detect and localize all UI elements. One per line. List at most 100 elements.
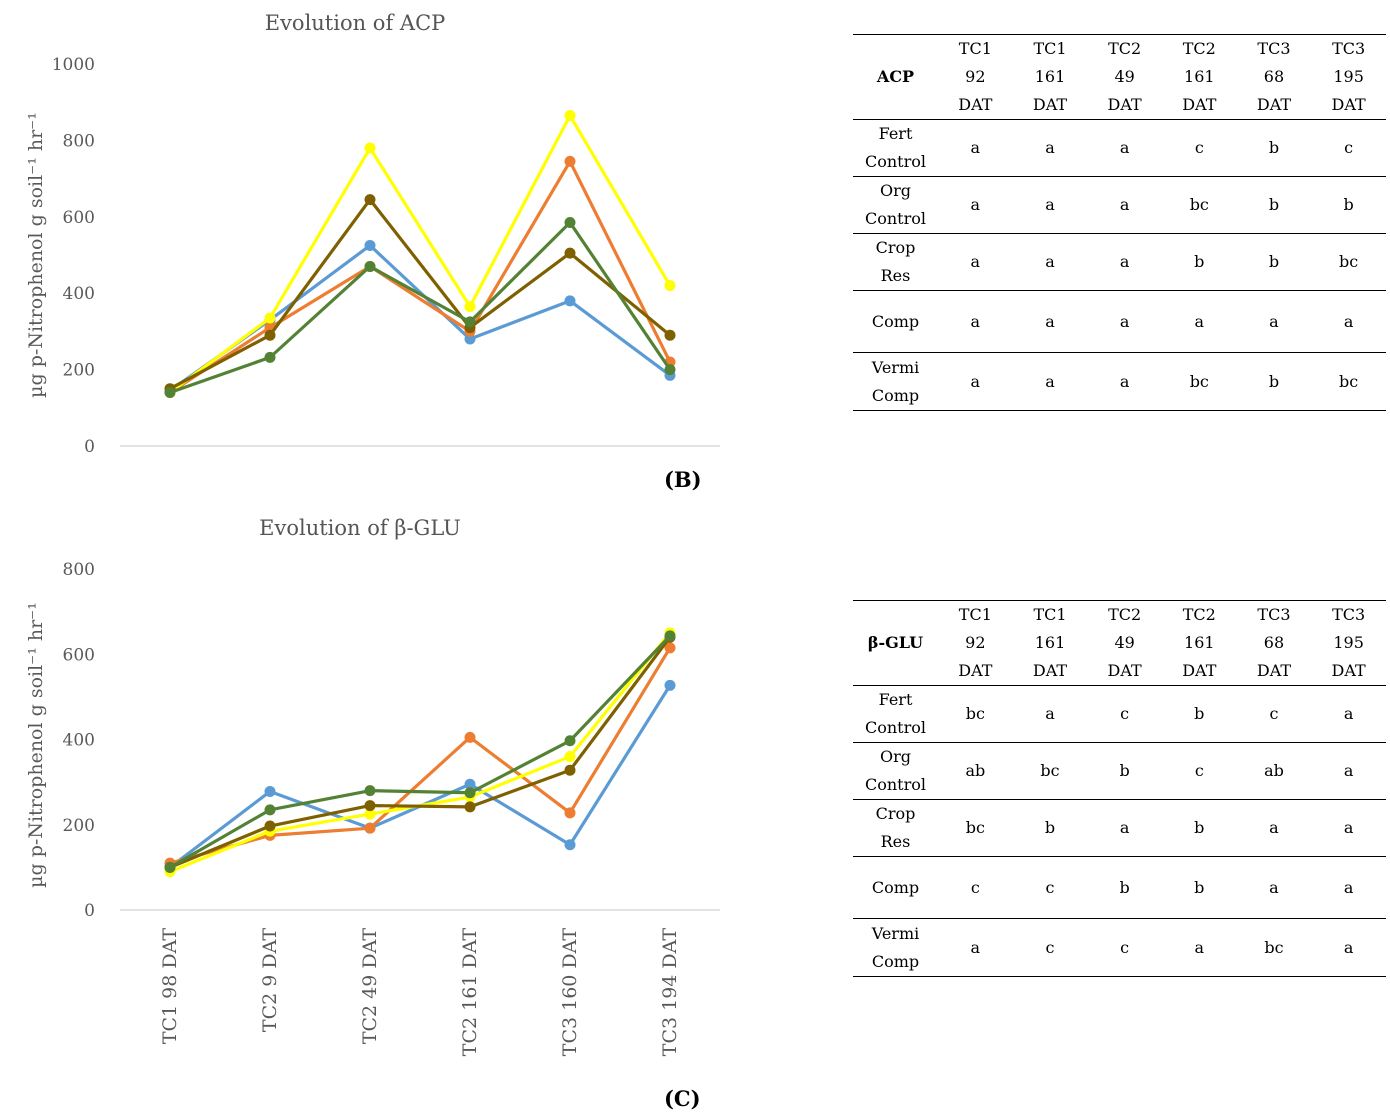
significance-cell: a: [970, 937, 981, 957]
significance-cell: a: [1045, 704, 1055, 723]
data-point: [264, 820, 276, 832]
row-label: Crop Res: [853, 800, 938, 857]
data-point: [364, 260, 376, 272]
row-label: Vermi Comp: [853, 919, 938, 977]
data-point: [264, 351, 276, 363]
significance-cell: a: [1045, 252, 1055, 271]
column-header-line: TC1: [958, 605, 992, 624]
data-point: [364, 142, 376, 154]
data-point: [564, 247, 576, 259]
significance-cell: a: [970, 311, 981, 331]
data-point: [464, 333, 476, 345]
x-tick-label: TC2 9 DAT: [259, 928, 281, 1032]
x-tick-label: TC2 161 DAT: [459, 928, 481, 1057]
row-label-line: Fert: [878, 124, 913, 143]
column-header: TC1 92 DAT: [938, 601, 1013, 686]
data-point: [664, 364, 676, 376]
row-label-line: Comp: [871, 877, 920, 897]
data-point: [364, 800, 376, 812]
row-label: Fert Control: [853, 120, 938, 177]
data-point: [264, 786, 276, 798]
data-point: [364, 808, 376, 820]
column-header-line: TC1: [1033, 605, 1067, 624]
data-point: [264, 312, 276, 324]
data-point: [264, 329, 276, 341]
x-tick-label: TC2 49 DAT: [359, 928, 381, 1044]
significance-cell: a: [1119, 311, 1130, 331]
beta-glu-significance-table: β-GLU TC1 92 DAT TC1 161 DAT TC2 49 DAT TC2 161 DAT T…: [853, 600, 1386, 977]
data-point: [564, 807, 576, 819]
row-label-line: Fert: [878, 690, 913, 709]
column-header-line: 195: [1333, 67, 1364, 86]
data-point: [464, 787, 476, 799]
data-point: [364, 239, 376, 251]
significance-cell: c: [1269, 704, 1279, 723]
significance-cell: c: [1120, 704, 1130, 723]
significance-cell: bc: [1040, 761, 1060, 780]
column-header: TC2 161 DAT: [1162, 35, 1237, 120]
series-line: [169, 243, 671, 392]
column-header-line: TC1: [958, 39, 992, 58]
column-header-line: 161: [1184, 633, 1215, 652]
table-corner-label: ACP: [876, 67, 915, 86]
y-tick-label: 200: [63, 816, 95, 836]
significance-cell: bc: [965, 818, 985, 837]
column-header-line: 195: [1333, 633, 1364, 652]
significance-cell: a: [1343, 818, 1354, 837]
significance-cell: a: [1045, 195, 1055, 214]
significance-cell: b: [1268, 138, 1280, 157]
column-header-line: 161: [1184, 67, 1215, 86]
y-tick-label: 0: [84, 437, 95, 457]
table-row: Fert Control bc a c b c a: [853, 686, 1386, 743]
table-row: Vermi Comp a c c a bc a: [853, 919, 1386, 977]
chart-title: Evolution of ACP: [265, 11, 446, 35]
significance-cell: a: [1119, 371, 1130, 391]
beta-glu-line-chart: Evolution of β-GLU µg p-Nitrophenol g soi…: [25, 516, 720, 1057]
significance-cell: a: [1194, 937, 1205, 957]
data-point: [464, 316, 476, 328]
significance-cell: bc: [1339, 371, 1359, 391]
series-line: [169, 647, 672, 865]
data-point: [664, 630, 676, 642]
series-line: [169, 634, 672, 869]
series-line: [169, 159, 672, 394]
significance-cell: a: [1045, 311, 1055, 331]
significance-cell: a: [1119, 138, 1130, 157]
significance-cell: b: [1194, 704, 1205, 723]
table-row: Org Control ab bc b c ab a: [853, 743, 1386, 800]
y-axis-label: µg p-Nitrophenol g soil⁻¹ hr⁻¹: [25, 112, 47, 398]
data-point: [364, 194, 376, 206]
significance-cell: bc: [1189, 371, 1209, 391]
column-header-line: 68: [1263, 67, 1285, 86]
significance-cell: b: [1119, 761, 1130, 780]
column-header-line: DAT: [1256, 661, 1292, 680]
row-label-line: Vermi: [871, 923, 920, 943]
data-point: [564, 217, 576, 229]
significance-cell: b: [1343, 195, 1354, 214]
y-axis-label: µg p-Nitrophenol g soil⁻¹ hr⁻¹: [25, 602, 47, 888]
x-tick-label: TC3 160 DAT: [559, 928, 581, 1057]
significance-cell: c: [1194, 761, 1204, 780]
data-point: [564, 764, 576, 776]
table-row: Fert Control a a a c b c: [853, 120, 1386, 177]
column-header-line: 92: [965, 633, 986, 652]
column-header: TC3 68 DAT: [1237, 601, 1312, 686]
row-label-line: Crop: [875, 804, 916, 823]
data-point: [564, 110, 576, 122]
column-header: TC3 68 DAT: [1237, 35, 1312, 120]
table-row: Org Control a a a bc b b: [853, 177, 1386, 234]
x-tick-label: TC3 194 DAT: [659, 928, 681, 1057]
significance-cell: a: [1119, 252, 1130, 271]
significance-cell: a: [1119, 195, 1130, 214]
column-header: TC2 49 DAT: [1087, 35, 1162, 120]
significance-cell: a: [1343, 761, 1354, 780]
row-label: Comp: [853, 291, 938, 353]
column-header-line: 49: [1114, 633, 1135, 652]
significance-cell: c: [1194, 138, 1204, 157]
row-label-line: Res: [880, 832, 911, 851]
column-header: TC1 92 DAT: [938, 35, 1013, 120]
y-tick-label: 0: [84, 901, 95, 921]
column-header: TC2 49 DAT: [1087, 601, 1162, 686]
row-label: Comp: [853, 857, 938, 919]
column-header-line: DAT: [958, 95, 993, 114]
